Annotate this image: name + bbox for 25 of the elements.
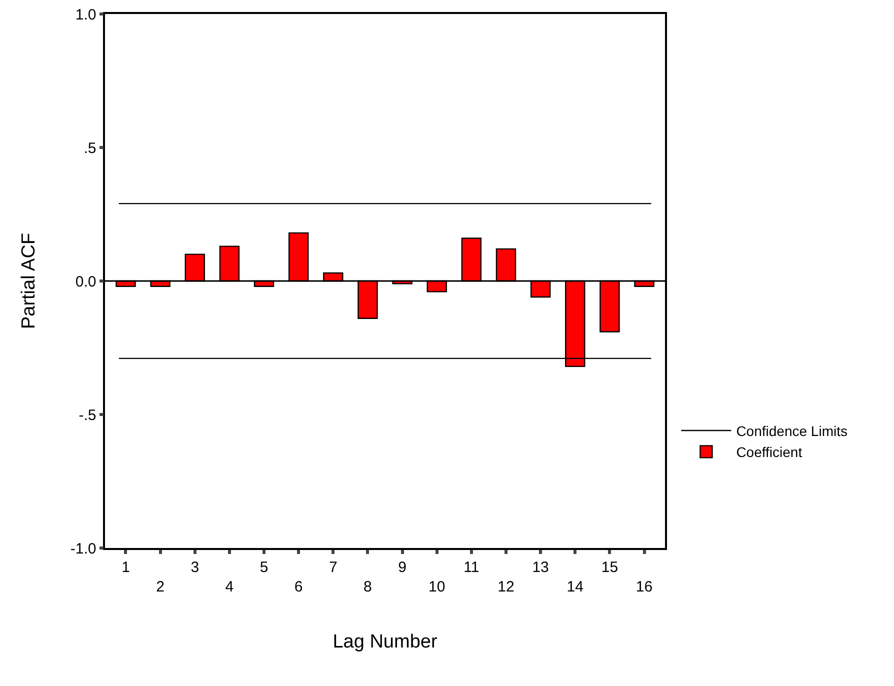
x-tick-label: 11 (464, 558, 480, 576)
x-tick-label: 16 (636, 578, 653, 596)
y-axis-title: Partial ACF (18, 232, 40, 330)
x-tick-label: 14 (566, 578, 584, 596)
x-tick-label: 9 (398, 558, 406, 576)
x-tick-label: 15 (601, 558, 618, 576)
x-tick-label: 7 (328, 558, 338, 576)
y-tick-label: -1.0 (70, 540, 96, 558)
x-tick-label: 6 (294, 578, 303, 596)
x-tick-label: 13 (532, 558, 549, 576)
y-tick-label: 0.0 (75, 273, 96, 290)
x-tick-label: 3 (190, 558, 200, 576)
x-tick-label: 8 (364, 578, 372, 596)
x-tick-label: 12 (498, 578, 514, 596)
y-tick-label: 1.0 (75, 6, 96, 24)
y-tick-label: -.5 (78, 406, 96, 424)
legend-label: Confidence Limits (736, 422, 848, 439)
x-axis-title: Lag Number (332, 632, 438, 653)
x-tick-label: 5 (260, 558, 268, 576)
x-tick-label: 10 (428, 578, 446, 596)
x-tick-label: 1 (122, 558, 130, 576)
x-tick-label: 4 (225, 578, 234, 596)
x-tick-label: 2 (156, 578, 164, 596)
y-tick-label: .5 (84, 140, 96, 157)
legend-label: Coefficient (736, 444, 802, 460)
